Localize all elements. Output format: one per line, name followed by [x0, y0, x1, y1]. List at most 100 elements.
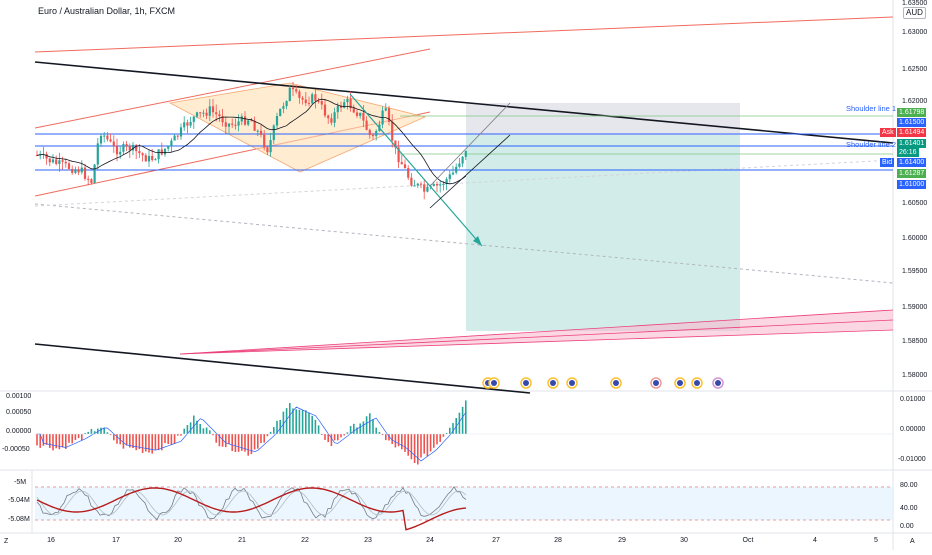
shoulder-line-1-label[interactable]: Shoulder line 1	[846, 104, 897, 113]
time-tick: 4	[813, 537, 817, 544]
macd-histogram-bar	[436, 434, 438, 445]
macd-histogram-bar	[173, 434, 176, 444]
pink-channel-mid[interactable]	[179, 319, 894, 355]
macd-histogram-bar	[68, 434, 70, 443]
currency-selector[interactable]: AUD	[903, 7, 926, 19]
candle-body	[131, 144, 135, 151]
wedge-upper-line[interactable]	[429, 102, 511, 187]
macd-histogram-bar	[241, 434, 243, 451]
macd-histogram-bar	[87, 431, 89, 434]
dashed-trend-line[interactable]	[34, 203, 894, 284]
macd-histogram-bar	[157, 434, 160, 451]
red-channel-middle[interactable]	[34, 48, 431, 129]
candle-body	[138, 151, 141, 154]
candle-body	[349, 98, 352, 109]
price-tick: 1.63000	[902, 29, 928, 36]
macd-histogram-bar	[138, 434, 141, 450]
macd-histogram-bar	[365, 416, 368, 434]
time-tick: 16	[47, 537, 55, 544]
candle-body	[368, 129, 371, 136]
bid-label: Bid	[880, 158, 895, 167]
candle-body	[317, 100, 320, 102]
economic-event-flag-icon	[523, 380, 529, 386]
stoch-right-tick: 0.00	[900, 523, 914, 530]
candle-body	[163, 148, 167, 155]
shoulder-line-2-label[interactable]: Shoulder line 2	[846, 140, 897, 149]
candle-body	[400, 162, 403, 165]
black-downtrend-line[interactable]	[34, 61, 894, 144]
projection-arrow[interactable]	[349, 93, 483, 247]
candle-body	[147, 155, 151, 162]
wedge-lower-line[interactable]	[429, 134, 511, 209]
price-tick: 1.58500	[902, 338, 928, 345]
time-tick: 23	[364, 537, 372, 544]
stoch-left-tick: -5.08M	[8, 516, 30, 523]
candle-body	[77, 169, 80, 173]
macd-right-tick: 0.00000	[900, 426, 926, 433]
macd-histogram-bar	[231, 434, 233, 451]
candle-body	[410, 177, 413, 186]
macd-histogram-bar	[218, 434, 221, 447]
macd-histogram-bar	[330, 434, 333, 447]
candle-body	[195, 112, 199, 117]
position-target-zone[interactable]	[466, 135, 740, 331]
macd-histogram-bar	[234, 434, 237, 452]
candle-body	[419, 183, 423, 185]
candle-body	[231, 123, 234, 125]
price-tag-blue: 1.61500	[897, 118, 927, 127]
price-tick: 1.59500	[902, 268, 928, 275]
macd-histogram-bar	[445, 432, 448, 434]
price-tick: 1.62500	[902, 66, 928, 73]
moving-average-line[interactable]	[36, 98, 467, 185]
macd-histogram-bar	[122, 434, 125, 449]
candle-body	[451, 172, 455, 175]
stoch-right-tick: 80.00	[900, 482, 918, 489]
candle-body	[71, 168, 74, 173]
macd-histogram-bar	[394, 434, 397, 448]
position-stop-zone[interactable]	[466, 103, 740, 135]
stoch-d-line	[36, 490, 467, 516]
macd-histogram-bar	[183, 428, 185, 434]
candle-body	[256, 130, 259, 132]
auto-scale-corner[interactable]: A	[910, 538, 915, 545]
price-tick: 1.60000	[902, 235, 928, 242]
macd-histogram-bar	[253, 434, 256, 450]
diamond-pattern[interactable]	[168, 82, 427, 173]
price-tick: 1.58000	[902, 372, 928, 379]
candle-body	[205, 112, 208, 116]
pink-channel-top[interactable]	[179, 309, 894, 355]
ask-label: Ask	[880, 128, 896, 137]
macd-histogram-bar	[404, 434, 406, 452]
macd-histogram-bar	[362, 421, 365, 434]
macd-histogram-bar	[461, 406, 464, 434]
stoch-left-tick: -5M	[14, 479, 27, 486]
zoom-corner[interactable]: Z	[4, 538, 9, 545]
macd-histogram-bar	[385, 434, 387, 441]
black-lower-trend-line[interactable]	[34, 343, 531, 394]
macd-histogram-bar	[279, 419, 281, 434]
red-channel-upper[interactable]	[34, 16, 894, 53]
macd-histogram-bar	[301, 410, 304, 434]
macd-histogram-bar	[196, 420, 198, 434]
macd-histogram-bar	[205, 427, 208, 434]
macd-histogram-bar	[244, 434, 246, 452]
macd-histogram-bar	[141, 434, 144, 453]
macd-histogram-bar	[298, 409, 301, 434]
macd-histogram-bar	[378, 431, 381, 434]
candle-body	[109, 139, 112, 142]
pink-channel-bottom[interactable]	[179, 329, 894, 355]
macd-histogram-bar	[465, 400, 467, 434]
macd-histogram-bar	[90, 429, 93, 434]
candle-body	[311, 94, 314, 104]
economic-events[interactable]	[482, 377, 724, 389]
dashed-trend-line-2[interactable]	[34, 159, 894, 207]
stoch-indicator[interactable]	[36, 486, 467, 531]
macd-histogram-bar	[266, 434, 269, 437]
candle-body	[80, 167, 83, 173]
macd-indicator[interactable]	[35, 400, 893, 465]
candle-body	[323, 104, 327, 116]
macd-histogram-bar	[93, 431, 96, 434]
macd-histogram-bar	[282, 411, 285, 434]
